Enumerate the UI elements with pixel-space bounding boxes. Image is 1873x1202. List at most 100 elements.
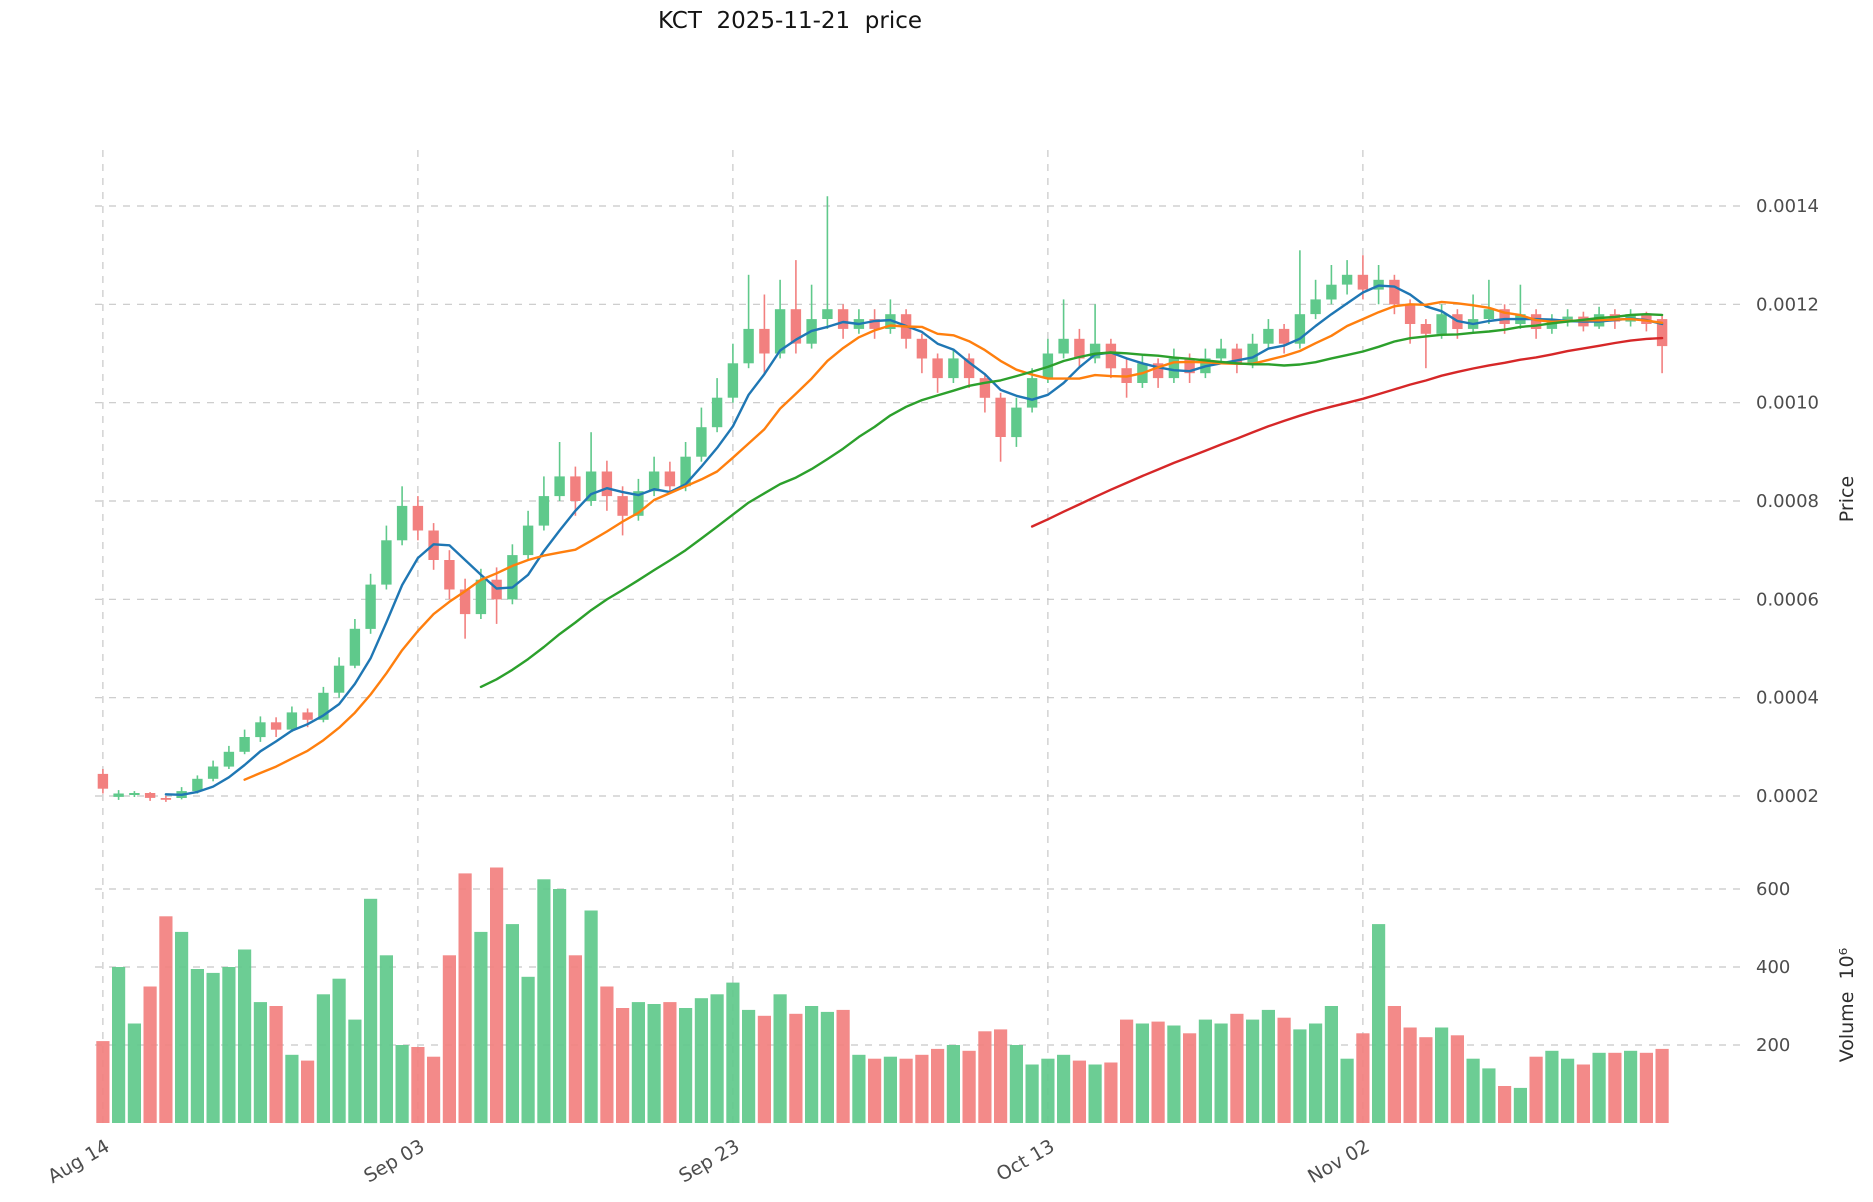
volume-bar — [222, 967, 236, 1123]
volume-bar — [1167, 1025, 1181, 1123]
volume-bar — [1340, 1058, 1354, 1123]
axis-tick-labels: 0.0002 0.0004 0.0006 0.0008 0.0010 0.0012 0.00… — [44, 196, 1819, 1188]
x-tick-label: Sep 03 — [360, 1135, 428, 1187]
candle-body — [885, 314, 896, 329]
candle-body — [696, 427, 707, 457]
ma-line-MA10 — [243, 300, 1664, 781]
volume-bar — [1435, 1027, 1449, 1123]
volume-bar — [285, 1054, 299, 1124]
volume-bar — [868, 1058, 882, 1123]
candle-body — [507, 555, 518, 600]
volume-bar — [915, 1054, 929, 1124]
candle-body — [743, 328, 754, 364]
candle-body — [585, 471, 597, 501]
volume-bar — [679, 1008, 693, 1123]
volume-bar — [962, 1050, 976, 1123]
ma-line-MA5 — [164, 284, 1664, 796]
volume-bar — [1356, 1033, 1370, 1123]
candle-body — [822, 309, 833, 319]
volume-bar — [537, 879, 551, 1124]
volume-bar — [742, 1009, 756, 1123]
volume-bar — [505, 924, 519, 1123]
candle-body — [570, 476, 581, 501]
volume-bar — [1214, 1023, 1228, 1123]
volume-bar — [1277, 1017, 1291, 1123]
volume-bar — [1608, 1052, 1622, 1123]
volume-bar — [584, 910, 598, 1123]
volume-bar — [1009, 1045, 1023, 1123]
candle-body — [365, 584, 376, 629]
candle-body — [601, 471, 613, 497]
candle-body — [1168, 358, 1180, 379]
volume-tick-label: 200 — [1756, 1035, 1790, 1056]
volume-bar — [1561, 1058, 1575, 1123]
volume-bar — [316, 994, 330, 1123]
candle-body — [963, 358, 975, 379]
candle-body — [554, 476, 565, 497]
candle-body — [869, 319, 880, 329]
volume-bar — [1072, 1060, 1086, 1123]
candle-body — [97, 773, 109, 789]
candle-body — [349, 628, 361, 666]
volume-bar — [1151, 1021, 1165, 1123]
volume-bar — [710, 994, 724, 1123]
volume-tick-label: 400 — [1756, 957, 1790, 978]
volume-bar — [1309, 1023, 1323, 1123]
candle-body — [129, 793, 140, 795]
volume-bar — [1387, 1006, 1401, 1123]
candle-body — [680, 456, 691, 487]
volume-bar — [1230, 1013, 1244, 1123]
volume-bar — [1135, 1023, 1149, 1123]
volume-bar — [1057, 1054, 1071, 1124]
candle-body — [1184, 358, 1195, 374]
volume-bar — [820, 1011, 834, 1123]
volume-bar — [442, 955, 456, 1123]
candle-body — [948, 358, 959, 379]
volume-bar — [805, 1006, 819, 1123]
candle-body — [1436, 314, 1447, 334]
volume-bar — [1466, 1058, 1480, 1123]
volume-bar — [1403, 1027, 1417, 1123]
volume-bar — [458, 873, 472, 1123]
volume-bar — [789, 1013, 803, 1123]
candle-body — [648, 471, 660, 492]
volume-bar — [159, 916, 173, 1123]
candle-body — [1152, 363, 1164, 379]
volume-bar — [96, 1041, 110, 1123]
volume-bar — [1293, 1029, 1307, 1123]
candle-body — [1026, 378, 1038, 408]
volume-bar — [112, 967, 126, 1123]
candle-body — [113, 793, 124, 797]
gridlines — [95, 150, 1740, 1123]
x-tick-label: Oct 13 — [993, 1135, 1059, 1186]
candle-body — [1404, 304, 1416, 324]
volume-bar — [978, 1031, 992, 1123]
candle-body — [160, 798, 172, 800]
volume-bar — [490, 867, 504, 1123]
volume-bar — [1372, 924, 1386, 1123]
candle-body — [1294, 314, 1306, 344]
candle-body — [759, 328, 770, 354]
candle-body — [1074, 338, 1085, 359]
candle-body — [144, 793, 156, 798]
chart-title: KCT 2025-11-21 price — [657, 8, 923, 34]
volume-bar — [1513, 1087, 1527, 1123]
candle-body — [192, 778, 203, 792]
candle-body — [979, 378, 991, 398]
volume-bar — [1545, 1050, 1559, 1123]
price-tick-label: 0.0010 — [1756, 393, 1819, 414]
x-tick-label: Nov 02 — [1304, 1135, 1373, 1188]
candle-body — [1530, 314, 1542, 329]
volume-bar — [1088, 1064, 1102, 1123]
volume-bar — [568, 955, 582, 1123]
volume-bar — [253, 1002, 267, 1123]
x-tick-label: Sep 23 — [675, 1135, 743, 1187]
volume-bar — [836, 1009, 850, 1123]
candle-body — [617, 496, 628, 516]
volume-bar — [726, 982, 740, 1123]
candle-body — [1215, 348, 1227, 359]
candle-body — [1310, 299, 1321, 315]
volume-bar — [364, 898, 378, 1124]
candle-body — [995, 397, 1006, 437]
volume-bar — [1246, 1019, 1260, 1123]
